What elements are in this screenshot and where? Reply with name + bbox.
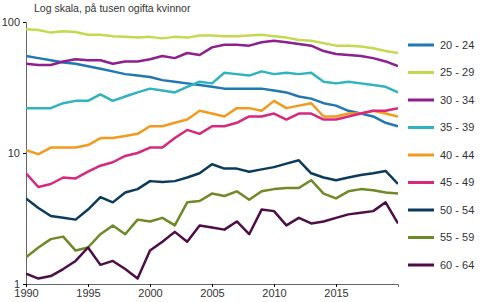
y-axis-line [23, 23, 27, 285]
legend-label: 30 - 34 [440, 94, 474, 106]
y-tick: 100 [2, 16, 26, 28]
x-tick: 2005 [200, 284, 224, 299]
legend-label: 25 - 29 [440, 66, 474, 78]
chart: Log skala, på tusen ogifta kvinnor110100… [0, 0, 491, 302]
y-tick-label: 10 [8, 147, 20, 159]
x-tick: 2015 [324, 284, 348, 299]
y-tick-mark [23, 22, 26, 23]
title: Log skala, på tusen ogifta kvinnor [34, 2, 191, 14]
series-line [26, 29, 398, 53]
legend-swatch [408, 264, 434, 267]
legend-label: 35 - 39 [440, 121, 474, 133]
series-line [26, 180, 398, 257]
y-tick-mark [23, 153, 26, 154]
y-tick-label: 100 [2, 16, 20, 28]
legend-label: 55 - 59 [440, 231, 474, 243]
legend-swatch [408, 209, 434, 212]
legend-label: 60 - 64 [440, 259, 474, 271]
x-tick-label: 2015 [324, 287, 348, 299]
series-line [26, 71, 398, 108]
x-axis: 1990 1995 2000 2005 2010 2015 [14, 284, 398, 299]
series-line [26, 160, 398, 219]
x-tick-label: 2005 [200, 287, 224, 299]
legend: 20 - 24 25 - 29 30 - 34 35 - 39 40 - 44 45 - … [408, 39, 474, 271]
legend-swatch [408, 236, 434, 239]
x-tick: 2000 [138, 284, 162, 299]
x-tick-label: 1990 [14, 287, 38, 299]
x-tick: 1995 [76, 284, 100, 299]
y-tick: 10 [8, 147, 26, 159]
legend-swatch [408, 181, 434, 184]
legend-label: 50 - 54 [440, 204, 474, 216]
y-tick-mark [23, 284, 26, 285]
y-axis: 110100 [2, 16, 27, 290]
x-tick-label: 2010 [262, 287, 286, 299]
x-tick-label: 1995 [76, 287, 100, 299]
legend-swatch [408, 154, 434, 157]
x-tick: 2010 [262, 284, 286, 299]
legend-label: 45 - 49 [440, 176, 474, 188]
legend-swatch [408, 126, 434, 129]
series-line [26, 202, 398, 278]
series-line [26, 41, 398, 66]
x-tick-label: 2000 [138, 287, 162, 299]
x-tick: 1990 [14, 284, 38, 299]
series-line [26, 108, 398, 187]
legend-swatch [408, 71, 434, 74]
plot-area [26, 29, 398, 278]
legend-swatch [408, 44, 434, 47]
legend-label: 40 - 44 [440, 149, 474, 161]
legend-swatch [408, 99, 434, 102]
legend-label: 20 - 24 [440, 39, 474, 51]
